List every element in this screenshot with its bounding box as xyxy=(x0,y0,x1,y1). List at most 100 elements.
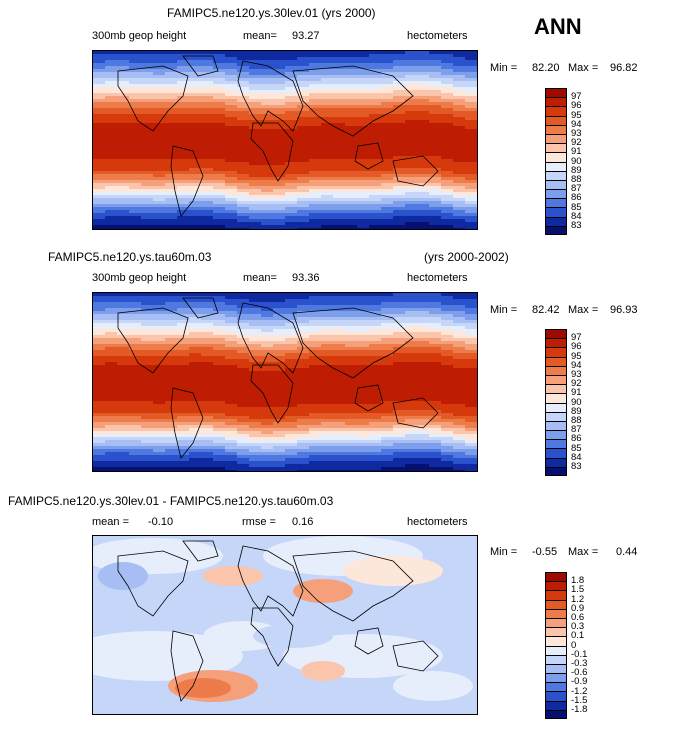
field-cell xyxy=(105,311,118,315)
field-cell xyxy=(333,78,346,82)
field-cell xyxy=(225,159,238,163)
field-cell xyxy=(393,350,406,354)
field-cell xyxy=(141,356,154,360)
colorbar-tick-label: 86 xyxy=(571,192,582,204)
field-cell xyxy=(273,198,286,202)
panel3-min-label: Min = xyxy=(490,546,518,558)
field-cell xyxy=(309,165,322,169)
field-cell xyxy=(381,308,394,312)
field-cell xyxy=(453,228,466,229)
field-cell xyxy=(153,153,166,157)
field-cell xyxy=(225,365,238,369)
field-cell xyxy=(285,335,298,339)
field-cell xyxy=(285,338,298,342)
field-cell xyxy=(333,183,346,187)
field-cell xyxy=(357,314,370,318)
field-cell xyxy=(237,311,250,315)
field-cell xyxy=(261,90,274,94)
field-cell xyxy=(297,308,310,312)
field-cell xyxy=(381,174,394,178)
field-cell xyxy=(381,407,394,411)
field-cell xyxy=(393,54,406,58)
field-cell xyxy=(297,96,310,100)
field-cell xyxy=(177,377,190,381)
field-cell xyxy=(177,177,190,181)
field-cell xyxy=(369,335,382,339)
field-cell xyxy=(357,320,370,324)
field-cell xyxy=(225,90,238,94)
field-cell xyxy=(321,72,334,76)
field-cell xyxy=(93,156,106,160)
field-cell xyxy=(405,368,418,372)
field-cell xyxy=(369,138,382,142)
field-cell xyxy=(309,449,322,453)
field-cell xyxy=(369,383,382,387)
field-cell xyxy=(237,350,250,354)
field-cell xyxy=(225,207,238,211)
field-cell xyxy=(465,174,477,178)
field-cell xyxy=(381,129,394,133)
field-cell xyxy=(429,204,442,208)
field-cell xyxy=(165,51,178,55)
field-cell xyxy=(105,467,118,471)
field-cell xyxy=(345,228,358,229)
field-cell xyxy=(417,407,430,411)
field-cell xyxy=(237,389,250,393)
field-cell xyxy=(189,144,202,148)
field-cell xyxy=(225,434,238,438)
field-cell xyxy=(141,126,154,130)
field-cell xyxy=(189,156,202,160)
field-cell xyxy=(249,395,262,399)
field-cell xyxy=(273,216,286,220)
field-cell xyxy=(465,138,477,142)
field-cell xyxy=(165,219,178,223)
field-cell xyxy=(357,81,370,85)
field-cell xyxy=(441,317,454,321)
field-cell xyxy=(309,386,322,390)
field-cell xyxy=(285,452,298,456)
field-cell xyxy=(117,359,130,363)
field-cell xyxy=(381,195,394,199)
field-cell xyxy=(189,422,202,426)
field-cell xyxy=(417,389,430,393)
field-cell xyxy=(417,102,430,106)
field-cell xyxy=(393,452,406,456)
field-cell xyxy=(261,126,274,130)
field-cell xyxy=(417,395,430,399)
field-cell xyxy=(237,192,250,196)
field-cell xyxy=(333,407,346,411)
field-cell xyxy=(285,461,298,465)
field-cell xyxy=(117,228,130,229)
field-cell xyxy=(141,189,154,193)
field-cell xyxy=(429,150,442,154)
field-cell xyxy=(309,350,322,354)
field-cell xyxy=(249,410,262,414)
field-cell xyxy=(261,437,274,441)
field-cell xyxy=(237,123,250,127)
field-cell xyxy=(369,60,382,64)
field-cell xyxy=(285,174,298,178)
field-cell xyxy=(105,371,118,375)
field-cell xyxy=(369,338,382,342)
field-cell xyxy=(309,138,322,142)
field-cell xyxy=(153,461,166,465)
field-cell xyxy=(153,371,166,375)
field-cell xyxy=(357,105,370,109)
field-cell xyxy=(405,461,418,465)
field-cell xyxy=(93,228,106,229)
field-cell xyxy=(261,470,274,471)
field-cell xyxy=(105,389,118,393)
field-cell xyxy=(321,353,334,357)
field-cell xyxy=(453,434,466,438)
field-cell xyxy=(213,144,226,148)
field-cell xyxy=(165,464,178,468)
field-cell xyxy=(309,380,322,384)
field-cell xyxy=(405,177,418,181)
field-cell xyxy=(465,180,477,184)
panel1-units: hectometers xyxy=(407,30,468,42)
field-cell xyxy=(285,311,298,315)
field-cell xyxy=(381,54,394,58)
field-cell xyxy=(333,320,346,324)
field-cell xyxy=(465,437,477,441)
field-cell xyxy=(429,383,442,387)
